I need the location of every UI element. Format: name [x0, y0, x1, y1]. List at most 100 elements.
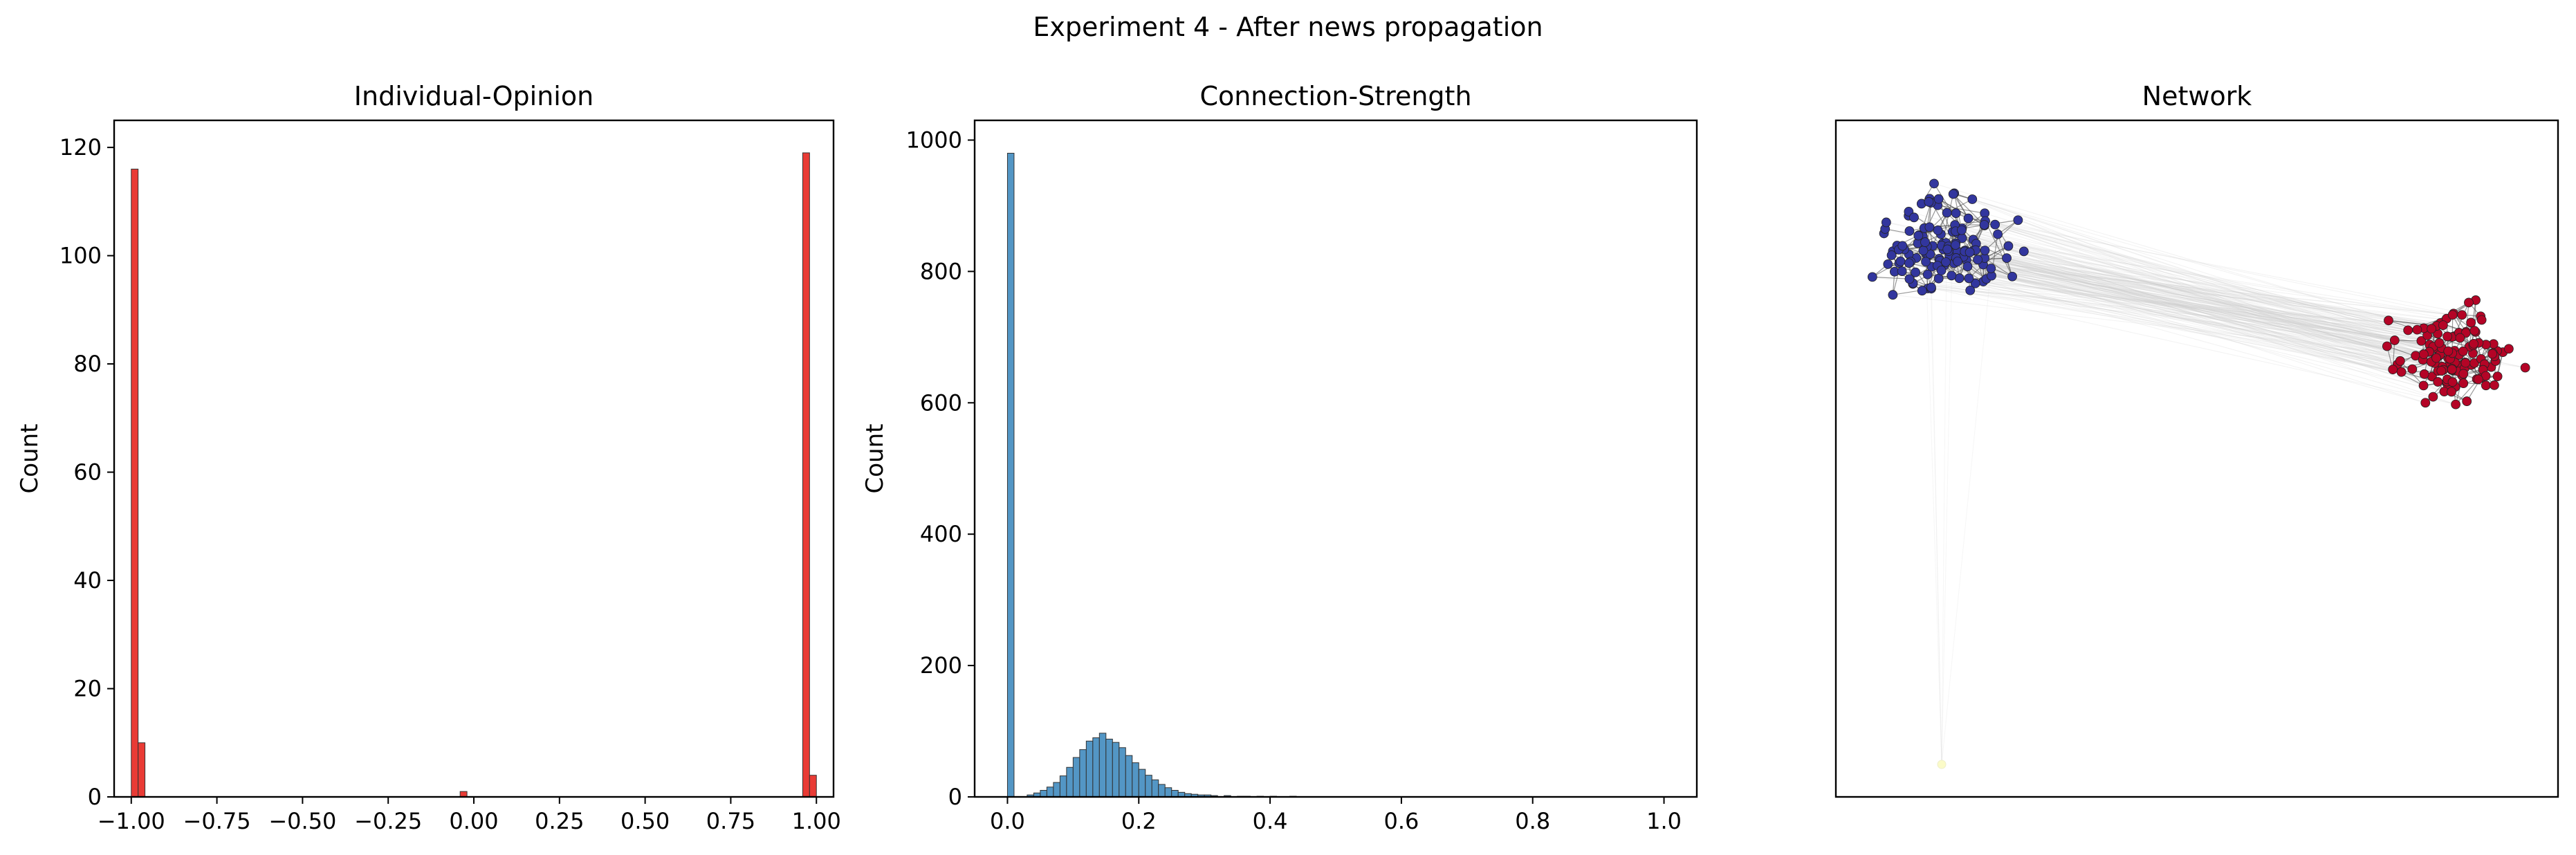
network-edge [1872, 276, 1910, 279]
histogram-bar [1046, 787, 1054, 798]
network-node [2473, 374, 2483, 385]
network-node [1933, 194, 1944, 204]
network-node [2407, 364, 2418, 374]
network-edge [1962, 228, 2413, 370]
network-node [1904, 258, 1914, 268]
network-edge [1955, 244, 2464, 384]
network-node [2420, 398, 2431, 408]
panel-network: Network [1834, 81, 2559, 798]
network-node [1921, 257, 1931, 267]
network-node [2431, 353, 2441, 363]
x-tick-label: 1.00 [792, 808, 841, 834]
network-edge [1962, 228, 2442, 367]
y-tick-label: 400 [920, 521, 962, 547]
network-edge [1948, 250, 2465, 369]
network-edge [1970, 290, 2430, 345]
network-node [2418, 349, 2429, 359]
network-edge [1947, 248, 2430, 345]
x-tick-label: 0.75 [706, 808, 755, 834]
y-tick-label: 0 [88, 784, 102, 810]
network-edge [1973, 250, 2452, 371]
network-edge [1978, 259, 2437, 327]
network-node [2447, 365, 2457, 375]
network-edge [2023, 250, 2476, 333]
histogram-bar [1151, 779, 1159, 798]
network-edge [1963, 256, 2464, 374]
network-edge [1963, 255, 2430, 345]
network-edge [1965, 250, 2442, 349]
network-edge [2006, 257, 2425, 375]
network-edge [1902, 245, 2428, 336]
network-edge [1921, 203, 2498, 351]
histogram-bar [131, 168, 139, 798]
network-node [2389, 335, 2400, 345]
figure-suptitle: Experiment 4 - After news propagation [1033, 12, 1543, 42]
network-edge [1931, 266, 2486, 345]
network-edge [1926, 246, 2398, 365]
network-edge [1938, 199, 1985, 226]
network-edge [1969, 277, 2445, 392]
network-node [2007, 271, 2017, 282]
network-node [1867, 272, 1877, 282]
network-node [1973, 255, 1982, 265]
network-node [2434, 338, 2445, 348]
network-edge [1925, 252, 2441, 324]
network-edge [1957, 261, 2413, 370]
network-edge [1913, 283, 2456, 405]
network-node [2457, 310, 2467, 320]
network-edge [1925, 252, 2439, 357]
network-edge [1955, 224, 2452, 370]
network-edge [1913, 283, 2509, 349]
network-node [1917, 286, 1927, 296]
x-tick-label: 0.6 [1383, 808, 1419, 834]
network-node [2428, 392, 2438, 402]
network-node [1895, 256, 1906, 266]
network-node [2503, 344, 2514, 354]
axis-ticks: 0.0 0.2 0.4 0.6 0.8 1.0 0 200 400 600 800 1000 [906, 127, 1682, 834]
network-edge [1972, 199, 2466, 364]
network-edge [1927, 274, 2447, 383]
network-edge [1958, 232, 2440, 344]
network-edge [1953, 263, 2438, 383]
network-edge [1939, 258, 2472, 323]
network-edge [1894, 271, 2447, 383]
network-edge [1940, 234, 2482, 320]
network-node [1980, 246, 1990, 255]
x-tick-label: 0.0 [990, 808, 1025, 834]
network-edge [1953, 193, 1969, 219]
network-node [1947, 270, 1957, 281]
network-edge [1985, 220, 2469, 347]
network-node [1886, 250, 1897, 260]
network-edge [1984, 257, 2013, 277]
network-edge [1908, 262, 2463, 352]
network-node [1964, 273, 1974, 284]
network-node [2458, 346, 2468, 356]
histogram-bar [1006, 152, 1015, 798]
network-node [1909, 212, 1919, 223]
network-node [2469, 338, 2478, 349]
network-edge [1924, 241, 2476, 333]
histogram-bar [1112, 742, 1120, 798]
histogram-bar [1132, 762, 1139, 798]
histogram-bar [1138, 769, 1146, 798]
network-edge [1939, 258, 2443, 326]
x-tick-label: 0.50 [620, 808, 670, 834]
y-tick-label: 100 [59, 243, 102, 269]
network-node [1956, 225, 1967, 235]
network-edge [1985, 212, 2466, 364]
network-edge [1957, 251, 2431, 362]
network-edge [1985, 220, 2481, 317]
network-edge [1885, 228, 1920, 236]
network-node [1937, 760, 1947, 769]
network-node [1920, 237, 1930, 247]
network-node [2388, 365, 2398, 375]
network-node [2464, 297, 2474, 308]
histogram-bar [1072, 757, 1080, 798]
network-edge [1929, 201, 2423, 360]
network-edge [1941, 268, 1991, 765]
network-node [2436, 366, 2447, 376]
network-edge [1939, 258, 2449, 360]
network-node [1881, 217, 1891, 228]
network-edge [1956, 257, 2453, 353]
y-tick-label: 120 [59, 134, 102, 160]
